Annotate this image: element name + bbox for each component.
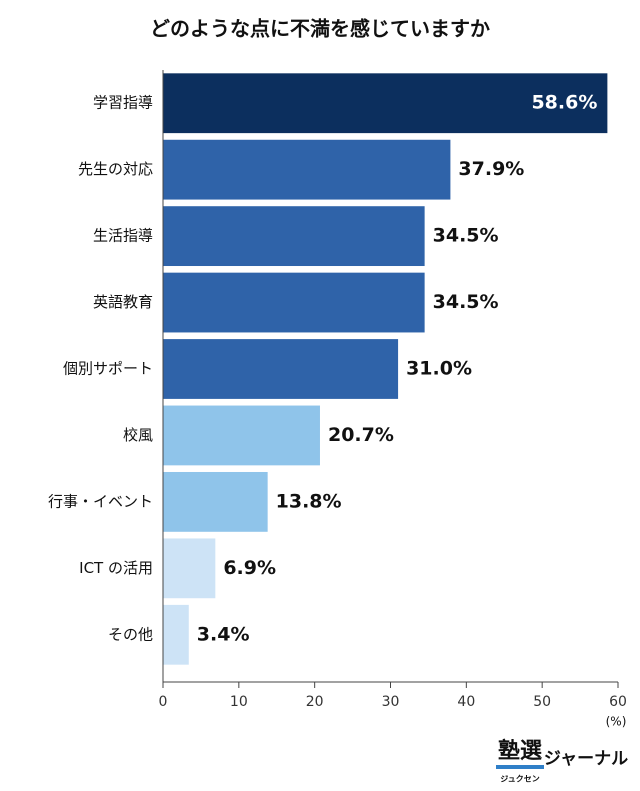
y-tick-label: 先生の対応 [78, 160, 153, 178]
bar [163, 139, 451, 200]
x-tick-label: 50 [533, 694, 551, 710]
y-tick-label: 学習指導 [93, 94, 153, 112]
bar [163, 272, 425, 333]
value-label: 20.7% [328, 424, 394, 446]
bar [163, 471, 268, 532]
y-tick-label: 校風 [123, 426, 153, 444]
x-unit: (%) [606, 715, 627, 729]
chart-title: どのような点に不満を感じていますか [150, 17, 490, 41]
value-label: 34.5% [433, 291, 499, 313]
y-tick-label: 行事・イベント [48, 492, 153, 510]
x-tick-label: 0 [159, 694, 168, 710]
value-label: 13.8% [276, 490, 342, 512]
bar [163, 206, 425, 267]
logo-suffix: ジャーナル [544, 749, 628, 769]
value-label: 6.9% [223, 557, 276, 579]
bar [163, 538, 216, 599]
bar [163, 73, 608, 134]
x-tick-label: 30 [382, 694, 400, 710]
y-tick-label: 個別サポート [63, 360, 153, 378]
value-label: 3.4% [197, 623, 250, 645]
bar [163, 339, 399, 399]
value-label: 34.5% [433, 225, 499, 247]
y-tick-label: その他 [108, 625, 153, 643]
x-tick-label: 20 [306, 694, 324, 710]
logo: 塾選 ジュクセン ジャーナル [496, 738, 628, 784]
logo-underline [496, 765, 544, 769]
x-tick-label: 60 [609, 694, 627, 710]
logo-ruby: ジュクセン [500, 774, 539, 784]
y-tick-label: 生活指導 [93, 227, 153, 245]
bar [163, 604, 189, 665]
value-label: 58.6% [531, 92, 597, 114]
x-tick-label: 10 [230, 694, 248, 710]
value-label: 37.9% [458, 158, 524, 180]
y-tick-label: ICT の活用 [79, 559, 153, 577]
value-label: 31.0% [406, 358, 472, 380]
y-tick-label: 英語教育 [93, 293, 153, 311]
bar [163, 405, 320, 466]
logo-main: 塾選 [498, 738, 542, 764]
x-tick-label: 40 [457, 694, 475, 710]
